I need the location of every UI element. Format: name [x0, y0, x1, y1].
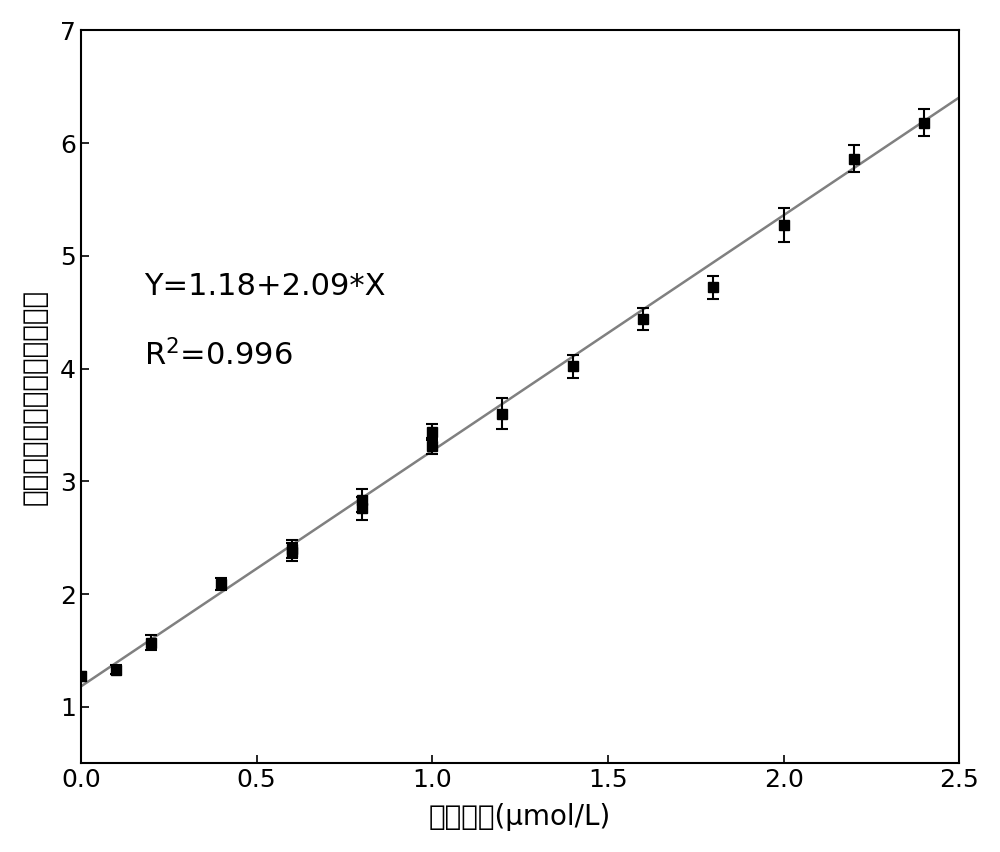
- Y-axis label: 反应后与反应前荧光强度之比: 反应后与反应前荧光强度之比: [21, 289, 49, 505]
- Text: Y=1.18+2.09*X: Y=1.18+2.09*X: [144, 273, 386, 302]
- Text: R$^2$=0.996: R$^2$=0.996: [144, 339, 293, 371]
- X-axis label: 臭氧浓度(μmol/L): 臭氧浓度(μmol/L): [429, 803, 611, 832]
